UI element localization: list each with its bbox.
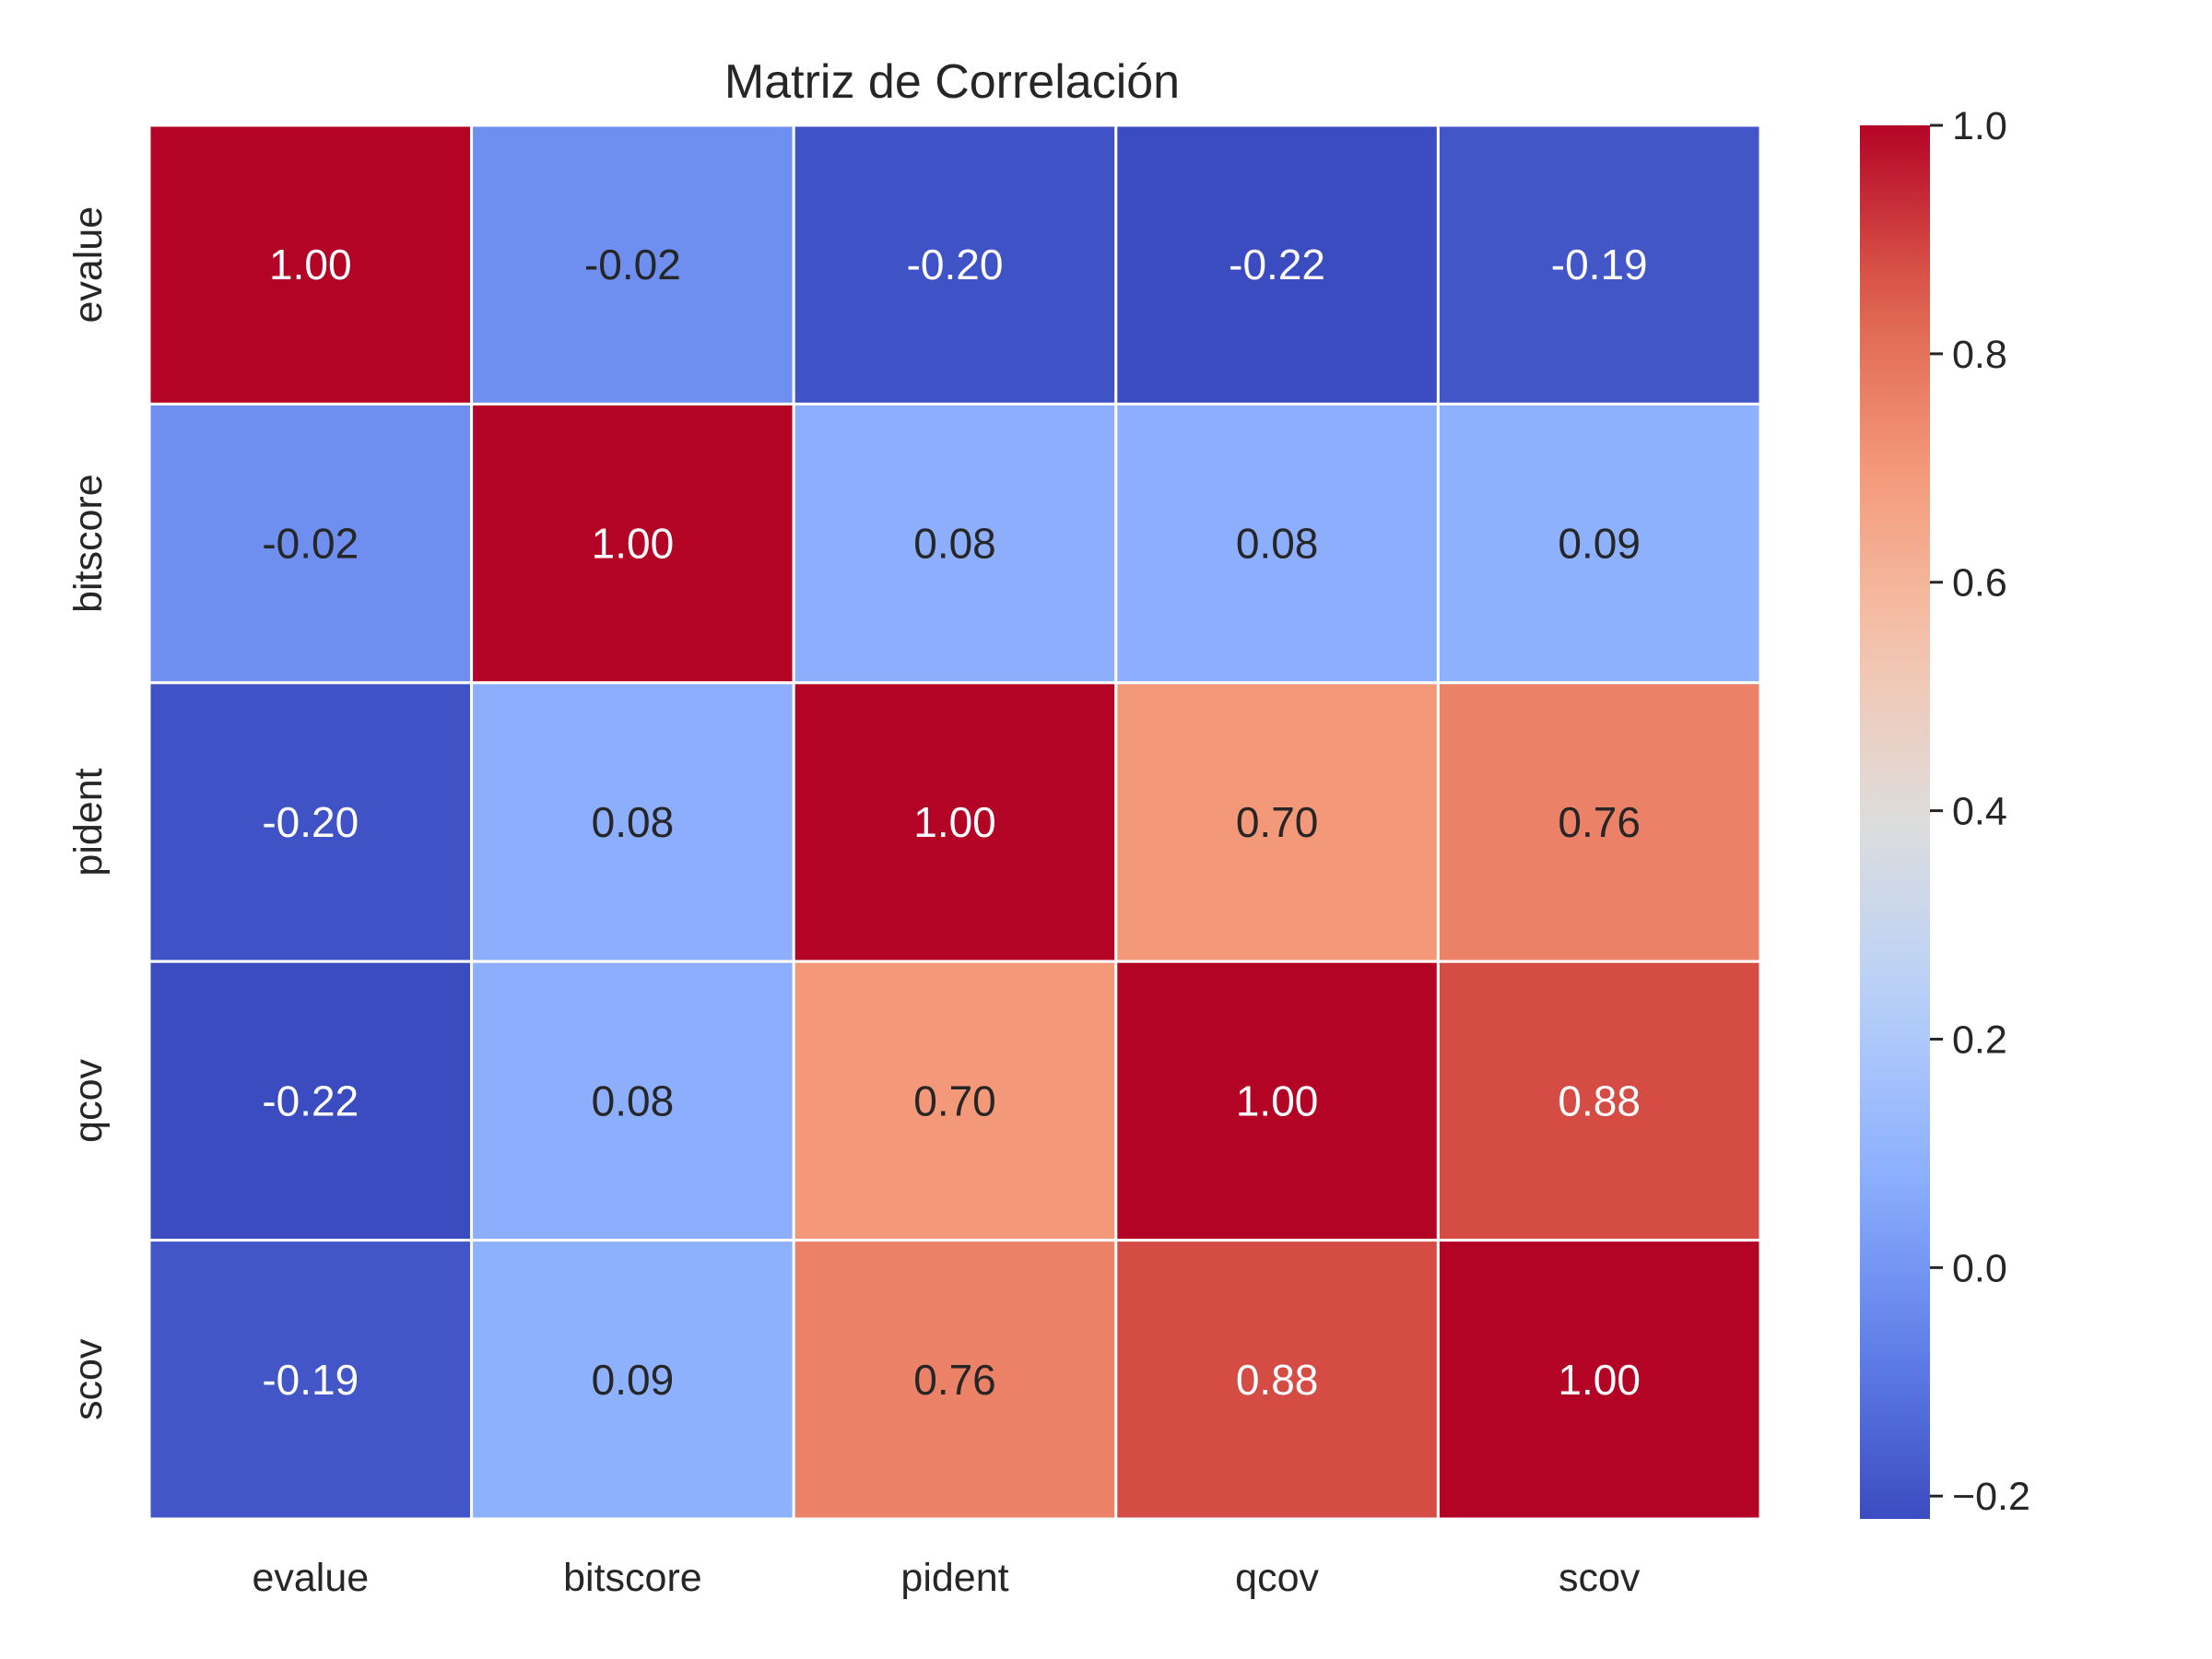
cell-value-label: 0.76 <box>1558 798 1641 846</box>
heatmap-cell <box>147 124 474 406</box>
cell-value-label: -0.02 <box>584 241 681 288</box>
x-axis-ticks: evalue bitscore pident qcov scov <box>252 1556 1640 1600</box>
cell-value-label: 0.09 <box>592 1356 675 1404</box>
colorbar-gradient <box>1860 125 1930 1519</box>
heatmap-cell <box>470 1239 795 1521</box>
cell-value-label: 0.08 <box>913 520 996 568</box>
colorbar-tick-label: 0.0 <box>1952 1246 2007 1290</box>
colorbar-tick-label: 0.8 <box>1952 333 2007 377</box>
heatmap-cell <box>147 1239 474 1521</box>
cell-value-label: 0.08 <box>1236 520 1319 568</box>
colorbar-tick-label: 0.4 <box>1952 790 2007 834</box>
colorbar-tick-label: 1.0 <box>1952 104 2007 148</box>
colorbar-tick-label: 0.6 <box>1952 561 2007 606</box>
heatmap-cell <box>1436 681 1762 963</box>
cell-value-label: -0.20 <box>262 798 359 846</box>
heatmap-cell <box>1436 402 1762 685</box>
heatmap-cells: 1.00 -0.02 -0.20 -0.22 -0.19 -0.02 1.00 0.08 0.0… <box>147 124 1762 1521</box>
heatmap-cell <box>1436 124 1762 406</box>
cell-value-label: 0.70 <box>913 1077 996 1124</box>
colorbar-tick-label: 0.2 <box>1952 1018 2007 1062</box>
cell-value-label: -0.19 <box>1551 241 1648 288</box>
y-tick-label: evalue <box>66 206 111 324</box>
cell-value-label: 1.00 <box>1236 1077 1319 1124</box>
cell-value-label: 0.88 <box>1236 1356 1319 1404</box>
y-tick-label: bitscore <box>66 474 111 613</box>
heatmap-cell <box>470 681 795 963</box>
heatmap-cell <box>1436 1239 1762 1521</box>
cell-value-label: 1.00 <box>592 520 675 568</box>
heatmap-cell <box>792 959 1118 1242</box>
cell-value-label: -0.20 <box>907 241 1004 288</box>
cell-value-label: 0.76 <box>913 1356 996 1404</box>
heatmap-cell <box>147 959 474 1242</box>
cell-value-label: 0.09 <box>1558 520 1641 568</box>
x-tick-label: bitscore <box>563 1556 702 1600</box>
y-tick-label: scov <box>66 1338 111 1420</box>
y-tick-label: qcov <box>66 1058 111 1142</box>
heatmap-cell <box>792 402 1118 685</box>
cell-value-label: 0.08 <box>592 1077 675 1124</box>
heatmap-cell <box>792 681 1118 963</box>
y-tick-label: pident <box>66 768 111 876</box>
cell-value-label: 0.08 <box>592 798 675 846</box>
colorbar-tick-label: −0.2 <box>1952 1475 2030 1519</box>
cell-value-label: 0.70 <box>1236 798 1319 846</box>
heatmap-cell <box>1114 124 1440 406</box>
cell-value-label: -0.02 <box>262 520 359 568</box>
heatmap-cell <box>1114 681 1440 963</box>
cell-value-label: 1.00 <box>913 798 996 846</box>
y-axis-ticks: evalue bitscore pident qcov scov <box>66 206 111 1420</box>
heatmap-cell <box>470 124 795 406</box>
heatmap-cell <box>1436 959 1762 1242</box>
x-tick-label: scov <box>1559 1556 1641 1600</box>
heatmap-cell <box>147 402 474 685</box>
heatmap-cell <box>792 124 1118 406</box>
cell-value-label: 1.00 <box>269 241 352 288</box>
x-tick-label: evalue <box>252 1556 369 1600</box>
heatmap-cell <box>1114 959 1440 1242</box>
cell-value-label: -0.22 <box>262 1077 359 1124</box>
chart-title: Matriz de Correlación <box>724 55 1180 109</box>
x-tick-label: pident <box>900 1556 1008 1600</box>
cell-value-label: 0.88 <box>1558 1077 1641 1124</box>
x-tick-label: qcov <box>1235 1556 1319 1600</box>
colorbar: −0.2 0.0 0.2 0.4 0.6 0.8 1.0 <box>1860 104 2030 1519</box>
cell-value-label: -0.22 <box>1229 241 1325 288</box>
heatmap-cell <box>470 959 795 1242</box>
cell-value-label: -0.19 <box>262 1356 359 1404</box>
cell-value-label: 1.00 <box>1558 1356 1641 1404</box>
heatmap-cell <box>792 1239 1118 1521</box>
